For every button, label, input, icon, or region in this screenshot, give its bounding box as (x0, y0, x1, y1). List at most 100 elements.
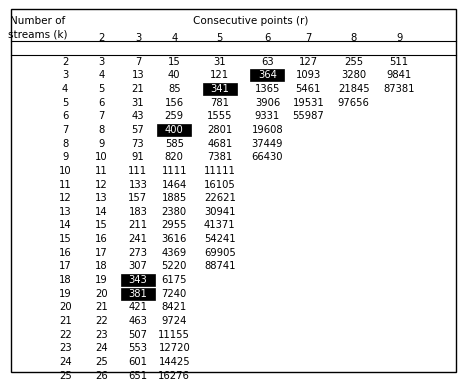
Text: 341: 341 (210, 84, 229, 94)
Text: 7240: 7240 (162, 289, 187, 299)
Text: 43: 43 (132, 111, 144, 121)
Text: 5: 5 (98, 84, 105, 94)
Text: 85: 85 (168, 84, 181, 94)
Text: 17: 17 (95, 248, 108, 258)
Text: 24: 24 (59, 357, 72, 367)
Text: 19: 19 (59, 289, 72, 299)
Text: 4369: 4369 (162, 248, 187, 258)
Text: 400: 400 (165, 125, 183, 135)
Text: 16276: 16276 (158, 371, 190, 380)
Text: 5: 5 (217, 33, 223, 43)
Bar (203, 83, 237, 95)
Text: 381: 381 (128, 289, 147, 299)
Text: 25: 25 (95, 357, 108, 367)
Text: 6: 6 (264, 33, 271, 43)
Text: 6: 6 (62, 111, 68, 121)
Text: 127: 127 (299, 57, 318, 67)
Text: 26: 26 (95, 371, 108, 380)
Text: 8: 8 (351, 33, 357, 43)
Text: 511: 511 (389, 57, 409, 67)
Text: 19608: 19608 (252, 125, 283, 135)
Text: 91: 91 (132, 152, 144, 162)
Text: 20: 20 (95, 289, 108, 299)
Text: 507: 507 (128, 330, 147, 340)
Text: 651: 651 (128, 371, 147, 380)
Text: 5461: 5461 (296, 84, 321, 94)
Text: 259: 259 (164, 111, 184, 121)
Text: 183: 183 (128, 207, 147, 217)
Text: 2: 2 (62, 57, 68, 67)
Text: 156: 156 (164, 98, 184, 108)
Text: 55987: 55987 (292, 111, 324, 121)
Text: 12: 12 (59, 193, 72, 203)
Text: 3: 3 (62, 70, 68, 80)
Text: 30941: 30941 (204, 207, 236, 217)
Text: 781: 781 (210, 98, 229, 108)
Text: 73: 73 (132, 139, 144, 149)
Text: 21: 21 (132, 84, 144, 94)
Text: 37449: 37449 (252, 139, 283, 149)
Text: 19: 19 (95, 275, 108, 285)
Text: 4681: 4681 (207, 139, 232, 149)
Text: 15: 15 (95, 220, 108, 230)
Text: 12720: 12720 (158, 343, 190, 353)
Text: 5220: 5220 (162, 261, 187, 272)
Text: 7: 7 (98, 111, 105, 121)
Text: 6: 6 (98, 98, 105, 108)
Text: 3906: 3906 (255, 98, 280, 108)
Text: 13: 13 (132, 70, 144, 80)
Text: 111: 111 (128, 166, 147, 176)
Text: 66430: 66430 (252, 152, 283, 162)
Text: 463: 463 (128, 316, 147, 326)
Text: 1365: 1365 (255, 84, 280, 94)
Text: 14: 14 (95, 207, 108, 217)
Text: 3280: 3280 (341, 70, 366, 80)
Text: 12: 12 (95, 180, 108, 189)
Text: 9: 9 (62, 152, 68, 162)
Text: 11155: 11155 (158, 330, 190, 340)
Text: 41371: 41371 (204, 220, 236, 230)
Text: 133: 133 (128, 180, 147, 189)
Bar (121, 274, 155, 286)
Text: 2: 2 (98, 33, 105, 43)
Text: 601: 601 (128, 357, 147, 367)
Text: 87381: 87381 (383, 84, 415, 94)
Text: 9331: 9331 (255, 111, 280, 121)
Text: 3616: 3616 (162, 234, 187, 244)
Text: 23: 23 (95, 330, 108, 340)
Text: 1093: 1093 (296, 70, 321, 80)
Text: 4: 4 (98, 70, 105, 80)
Text: 2380: 2380 (162, 207, 187, 217)
Text: 5: 5 (62, 98, 68, 108)
Text: 23: 23 (59, 343, 72, 353)
Text: 364: 364 (258, 70, 277, 80)
Text: 18: 18 (95, 261, 108, 272)
Text: 16: 16 (59, 248, 72, 258)
Text: 18: 18 (59, 275, 72, 285)
Text: 40: 40 (168, 70, 181, 80)
Text: streams (k): streams (k) (8, 29, 67, 39)
Text: 1111: 1111 (162, 166, 187, 176)
Text: 22: 22 (59, 330, 72, 340)
Text: 273: 273 (128, 248, 147, 258)
Text: 307: 307 (128, 261, 147, 272)
Text: 585: 585 (165, 139, 184, 149)
Text: 22: 22 (95, 316, 108, 326)
Bar (157, 124, 191, 136)
Text: 820: 820 (165, 152, 184, 162)
Text: 21: 21 (95, 303, 108, 312)
Text: 3: 3 (135, 33, 141, 43)
Text: 343: 343 (128, 275, 147, 285)
Text: 8421: 8421 (162, 303, 187, 312)
Text: 54241: 54241 (204, 234, 236, 244)
Text: 63: 63 (261, 57, 274, 67)
Text: 421: 421 (128, 303, 147, 312)
Text: 121: 121 (210, 70, 229, 80)
Text: 14425: 14425 (158, 357, 190, 367)
Text: 9841: 9841 (387, 70, 412, 80)
Text: 157: 157 (128, 193, 147, 203)
Text: 15: 15 (168, 57, 181, 67)
Text: 11: 11 (95, 166, 108, 176)
Text: 2955: 2955 (162, 220, 187, 230)
Text: 15: 15 (59, 234, 72, 244)
